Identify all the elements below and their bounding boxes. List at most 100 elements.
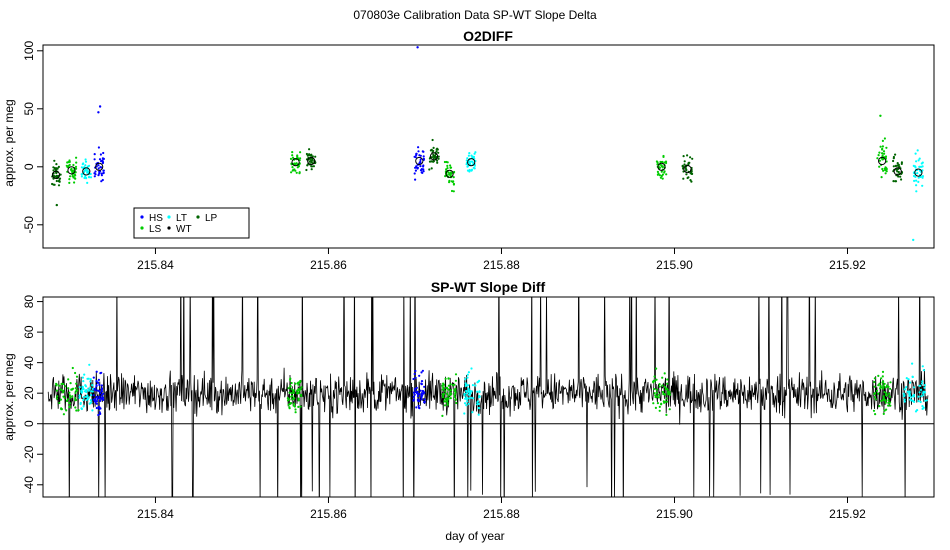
scatter-point bbox=[452, 183, 455, 186]
outlier-point bbox=[98, 105, 102, 108]
group-mean-marker bbox=[429, 152, 439, 161]
highlight-point bbox=[478, 395, 481, 398]
scatter-point bbox=[894, 164, 897, 168]
scatter-point bbox=[289, 157, 293, 160]
highlight-point bbox=[911, 375, 914, 378]
highlight-point bbox=[412, 399, 415, 402]
panel1-plot-area bbox=[51, 46, 925, 242]
highlight-point bbox=[418, 392, 421, 395]
highlight-point bbox=[64, 385, 67, 388]
highlight-point bbox=[472, 397, 475, 400]
highlight-point bbox=[471, 411, 474, 414]
scatter-point bbox=[431, 138, 434, 142]
highlight-point bbox=[414, 376, 417, 379]
scatter-point bbox=[51, 182, 54, 186]
highlight-point bbox=[465, 392, 468, 395]
highlight-point bbox=[92, 398, 95, 401]
highlight-point bbox=[468, 397, 471, 400]
highlight-point bbox=[668, 408, 671, 411]
highlight-point bbox=[923, 386, 926, 389]
highlight-point bbox=[661, 376, 664, 379]
highlight-point bbox=[89, 378, 92, 381]
highlight-point bbox=[881, 375, 884, 378]
highlight-point bbox=[653, 387, 656, 391]
highlight-point bbox=[82, 405, 85, 408]
outlier-point bbox=[97, 111, 100, 114]
scatter-point bbox=[419, 158, 422, 161]
highlight-point bbox=[447, 397, 450, 400]
scatter-point bbox=[473, 167, 476, 170]
highlight-point bbox=[903, 394, 906, 397]
p1-x-tick-label: 215.90 bbox=[656, 258, 693, 272]
highlight-point bbox=[291, 395, 294, 398]
highlight-point bbox=[478, 390, 481, 393]
scatter-point bbox=[917, 176, 920, 179]
highlight-point bbox=[299, 405, 302, 408]
highlight-point bbox=[418, 374, 421, 377]
highlight-point bbox=[446, 392, 449, 395]
scatter-point bbox=[84, 176, 87, 179]
highlight-point bbox=[294, 382, 297, 385]
highlight-point bbox=[297, 399, 300, 402]
group-mean-marker bbox=[95, 162, 104, 171]
scatter-point bbox=[299, 151, 302, 154]
p2-y-tick-label: 60 bbox=[22, 325, 36, 339]
scatter-point bbox=[880, 176, 883, 179]
scatter-point bbox=[658, 174, 662, 177]
highlight-point bbox=[921, 407, 924, 410]
scatter-point bbox=[414, 169, 417, 172]
scatter-point bbox=[894, 153, 897, 156]
scatter-point bbox=[89, 176, 93, 179]
p1-x-tick-label: 215.92 bbox=[829, 258, 866, 272]
scatter-point bbox=[86, 171, 89, 174]
scatter-point bbox=[883, 152, 886, 155]
scatter-point bbox=[430, 167, 433, 170]
highlight-point bbox=[882, 398, 885, 402]
highlight-point bbox=[909, 398, 912, 401]
highlight-point bbox=[922, 394, 925, 397]
scatter-point bbox=[916, 149, 919, 152]
highlight-point bbox=[884, 393, 888, 396]
legend-marker-ls bbox=[140, 226, 144, 230]
legend-label-lt: LT bbox=[176, 213, 187, 224]
highlight-point bbox=[412, 395, 415, 398]
scatter-point bbox=[878, 159, 882, 162]
scatter-point bbox=[472, 155, 475, 158]
highlight-point bbox=[416, 395, 420, 398]
scatter-point bbox=[437, 151, 440, 154]
scatter-point bbox=[417, 146, 420, 149]
scatter-point bbox=[450, 189, 454, 193]
highlight-point bbox=[878, 405, 881, 408]
highlight-point bbox=[292, 397, 296, 400]
highlight-point bbox=[100, 394, 103, 397]
scatter-point bbox=[291, 151, 294, 154]
highlight-point bbox=[95, 370, 98, 373]
highlight-point bbox=[413, 393, 416, 396]
scatter-point bbox=[428, 168, 431, 171]
highlight-point bbox=[908, 391, 911, 394]
highlight-point bbox=[446, 403, 449, 406]
highlight-point bbox=[288, 398, 291, 401]
scatter-point bbox=[94, 170, 97, 173]
scatter-point bbox=[420, 171, 423, 174]
highlight-point bbox=[454, 379, 457, 382]
highlight-point bbox=[449, 389, 452, 392]
p2-y-tick-label: -40 bbox=[22, 476, 36, 494]
highlight-point bbox=[91, 384, 94, 387]
highlight-point bbox=[297, 383, 300, 386]
group-mean-marker bbox=[82, 167, 91, 176]
scatter-point bbox=[84, 160, 88, 163]
highlight-point bbox=[447, 384, 450, 387]
highlight-point bbox=[873, 377, 877, 380]
scatter-point bbox=[419, 161, 422, 164]
highlight-point bbox=[664, 385, 667, 389]
highlight-point bbox=[467, 387, 470, 390]
scatter-point bbox=[434, 154, 437, 157]
scatter-point bbox=[97, 146, 100, 149]
scatter-point bbox=[436, 161, 439, 164]
scatter-point bbox=[918, 165, 921, 168]
scatter-point bbox=[894, 180, 897, 183]
scatter-point bbox=[65, 164, 68, 167]
scatter-point bbox=[432, 146, 435, 149]
highlight-point bbox=[81, 385, 84, 388]
